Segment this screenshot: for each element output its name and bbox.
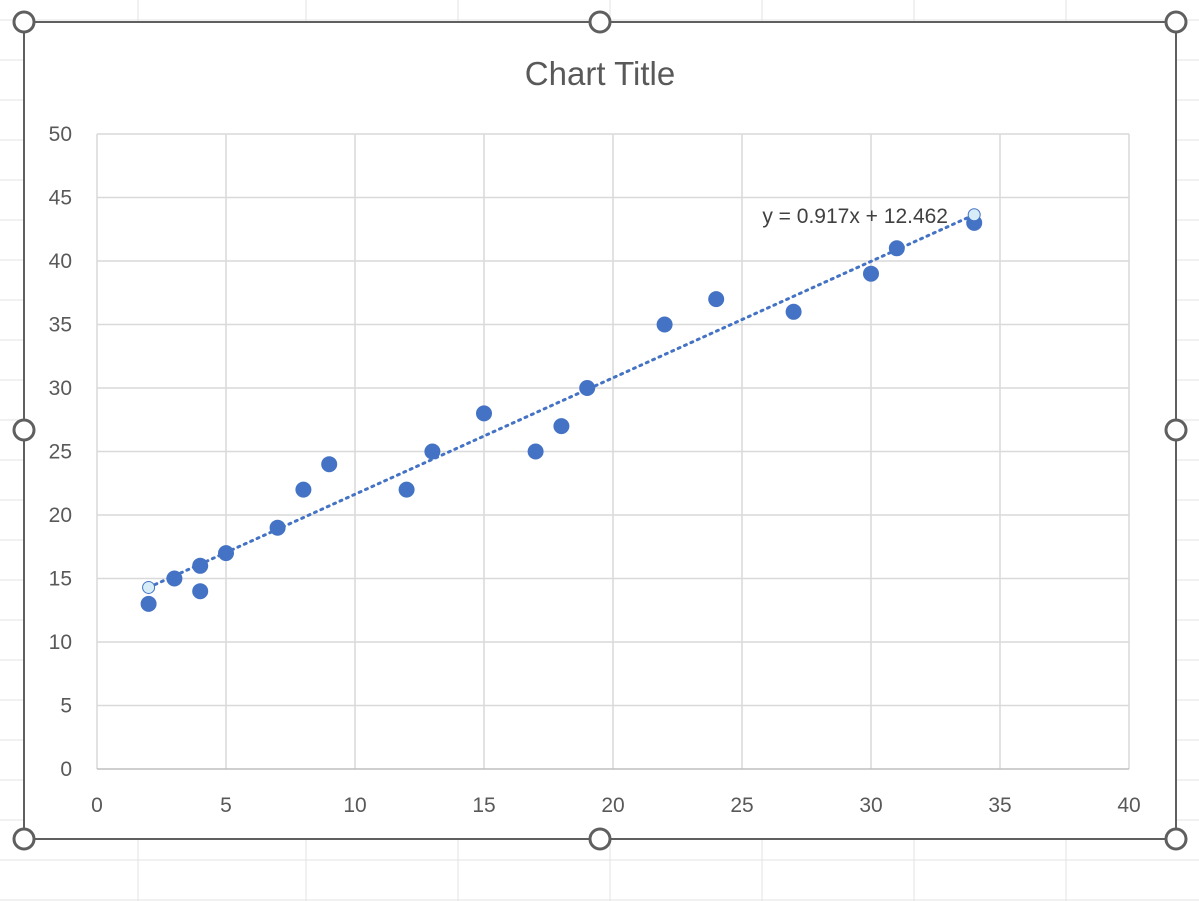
y-tick-label: 0	[60, 758, 72, 781]
resize-handle[interactable]	[12, 418, 36, 442]
trendline-equation-label[interactable]: y = 0.917x + 12.462	[762, 205, 948, 228]
data-point[interactable]	[192, 557, 209, 574]
data-point[interactable]	[269, 519, 286, 536]
x-tick-label: 25	[730, 794, 753, 817]
x-tick-label: 20	[601, 794, 624, 817]
selection-handles[interactable]	[12, 10, 1188, 851]
data-point[interactable]	[321, 456, 338, 473]
x-tick-label: 15	[472, 794, 495, 817]
data-point[interactable]	[863, 265, 879, 282]
data-point[interactable]	[527, 443, 544, 460]
data-point[interactable]	[140, 595, 157, 612]
trendline-endpoint-marker[interactable]	[142, 580, 156, 594]
data-point[interactable]	[424, 443, 441, 460]
data-point[interactable]	[166, 570, 183, 587]
resize-handle[interactable]	[1164, 418, 1188, 442]
y-tick-label: 50	[49, 123, 72, 146]
x-tick-label: 5	[220, 794, 232, 817]
y-tick-label: 30	[49, 377, 72, 400]
resize-handle[interactable]	[1164, 827, 1188, 851]
x-tick-label: 30	[859, 794, 882, 817]
y-tick-label: 35	[49, 314, 72, 337]
data-point[interactable]	[579, 380, 596, 396]
data-point[interactable]	[295, 481, 312, 498]
x-tick-label: 40	[1117, 794, 1140, 817]
trendline[interactable]	[147, 213, 976, 589]
x-tick-label: 10	[343, 794, 366, 817]
data-point[interactable]	[553, 418, 570, 435]
data-point[interactable]	[476, 405, 492, 422]
y-tick-label: 5	[60, 695, 72, 718]
data-point[interactable]	[218, 545, 234, 562]
y-tick-label: 40	[49, 250, 72, 273]
resize-handle[interactable]	[1164, 10, 1188, 34]
data-point[interactable]	[708, 291, 725, 308]
resize-handle[interactable]	[12, 10, 36, 34]
trendline-endpoint-marker[interactable]	[967, 208, 981, 222]
resize-handle[interactable]	[12, 827, 36, 851]
y-tick-label: 10	[49, 631, 72, 654]
y-tick-label: 20	[49, 504, 72, 527]
resize-handle[interactable]	[588, 827, 612, 851]
y-tick-label: 25	[49, 441, 72, 464]
data-point[interactable]	[192, 583, 209, 600]
data-point[interactable]	[785, 303, 802, 320]
data-point[interactable]	[398, 481, 415, 498]
plot-area[interactable]: 0 5 10 15 20 25 30 35 40 45 50 0 5 10 15 20 25 30 35 40 y = …	[49, 123, 1141, 817]
x-tick-label: 35	[988, 794, 1011, 817]
x-tick-label: 0	[91, 794, 103, 817]
data-point[interactable]	[888, 240, 905, 257]
chart-title[interactable]: Chart Title	[525, 55, 675, 92]
data-point[interactable]	[656, 316, 673, 333]
resize-handle[interactable]	[588, 10, 612, 34]
y-tick-label: 15	[49, 568, 72, 591]
y-tick-label: 45	[49, 187, 72, 210]
chart-area[interactable]	[23, 21, 1177, 840]
